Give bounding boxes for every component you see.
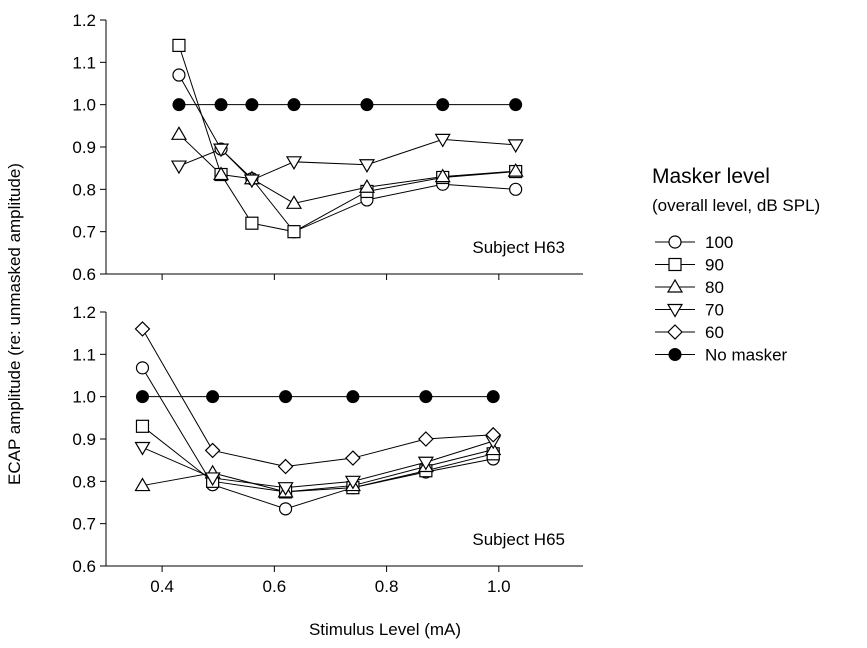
legend-marker-70 [666, 303, 684, 318]
panel-top: 0.6 0.7 0.8 0.9 1.0 1.1 1.2 Subject H63 [72, 11, 583, 284]
data-point-no-masker [245, 98, 259, 112]
data-point-70 [434, 133, 451, 148]
legend-label-80: 80 [705, 278, 724, 297]
legend-marker-no-masker [668, 348, 682, 361]
data-point-60 [345, 450, 361, 466]
data-point-no-masker [436, 98, 450, 112]
data-point-90 [172, 38, 186, 53]
y-axis-title: ECAP amplitude (re: unmasked amplitude) [5, 163, 24, 485]
x-tick-label: 1.0 [487, 577, 511, 596]
data-point-90 [135, 419, 150, 433]
legend-marker-80 [666, 278, 684, 293]
data-point-no-masker [172, 98, 186, 112]
y-tick-label: 1.0 [72, 388, 96, 407]
series-line-90 [142, 425, 494, 493]
legend-label-100: 100 [705, 233, 733, 252]
series-line-100 [178, 74, 516, 233]
legend-marker-90 [668, 257, 682, 272]
data-point-80 [434, 168, 451, 183]
data-point-80 [212, 166, 230, 181]
data-point-100 [172, 68, 186, 82]
data-point-70 [170, 160, 187, 175]
y-tick-label: 0.9 [72, 430, 96, 449]
data-point-no-masker [214, 98, 228, 112]
legend-subtitle: (overall level, dB SPL) [652, 196, 820, 215]
y-tick-label: 1.0 [72, 96, 96, 115]
y-tick-label: 0.8 [72, 180, 96, 199]
series-line-90 [178, 45, 516, 233]
y-tick-label: 0.6 [72, 265, 96, 284]
legend: Masker level (overall level, dB SPL) 100… [652, 165, 820, 365]
data-point-100 [509, 182, 523, 196]
data-point-80 [285, 195, 303, 209]
x-tick-label: 0.4 [150, 577, 174, 596]
y-tick-label: 0.7 [72, 515, 96, 534]
data-point-70 [417, 456, 434, 471]
y-tick-label: 0.8 [72, 472, 96, 491]
data-point-70 [344, 475, 361, 490]
y-tick-label: 0.6 [72, 557, 96, 576]
legend-label-no-masker: No masker [705, 346, 788, 365]
x-axis-title: Stimulus Level (mA) [309, 620, 461, 639]
data-point-70 [507, 139, 524, 154]
y-tick-label: 0.7 [72, 223, 96, 242]
x-tick-label: 0.6 [263, 577, 287, 596]
data-point-no-masker [279, 390, 293, 404]
data-point-90 [287, 225, 301, 239]
subject-label: Subject H65 [472, 530, 565, 549]
data-point-no-masker [419, 390, 433, 404]
data-point-no-masker [346, 390, 360, 404]
legend-marker-60 [667, 324, 683, 340]
data-point-no-masker [509, 98, 523, 112]
subject-label: Subject H63 [472, 238, 565, 257]
series-line-60 [142, 328, 494, 468]
legend-label-70: 70 [705, 301, 724, 320]
x-tick-label: 0.8 [375, 577, 399, 596]
data-point-60 [134, 321, 151, 337]
data-point-no-masker [287, 98, 301, 112]
legend-entries: 100 90 80 70 60 No masker [655, 233, 788, 365]
data-point-no-masker [206, 390, 220, 404]
y-tick-label: 1.1 [72, 53, 96, 72]
data-point-60 [277, 458, 294, 475]
y-tick-label: 1.2 [72, 303, 96, 322]
y-tick-label: 1.2 [72, 11, 96, 30]
series-line-70 [142, 440, 494, 489]
series-line-80 [178, 133, 516, 204]
series-line-80 [142, 449, 494, 493]
series-line-70 [178, 138, 516, 181]
data-point-no-masker [486, 390, 500, 404]
legend-label-90: 90 [705, 256, 724, 275]
y-tick-label: 0.9 [72, 138, 96, 157]
series-line-100 [142, 367, 494, 510]
legend-label-60: 60 [705, 323, 724, 342]
data-point-90 [245, 216, 259, 230]
data-point-100 [135, 361, 150, 375]
data-point-60 [204, 442, 221, 459]
data-point-70 [243, 174, 260, 189]
data-point-60 [485, 426, 502, 443]
data-point-70 [358, 159, 375, 173]
data-point-60 [418, 431, 434, 447]
data-point-70 [285, 156, 303, 171]
data-point-no-masker [360, 98, 374, 112]
data-point-70 [277, 482, 294, 496]
data-point-70 [134, 441, 151, 456]
legend-title: Masker level [652, 165, 770, 188]
panel-bottom: 0.6 0.7 0.8 0.9 1.0 1.1 1.2 0.4 0.6 0.8 1.0 Subject… [72, 303, 583, 596]
data-point-70 [204, 472, 221, 487]
data-point-no-masker [135, 390, 149, 404]
data-point-70 [212, 143, 230, 158]
data-point-80 [170, 126, 187, 140]
legend-marker-100 [668, 235, 682, 249]
data-point-80 [358, 179, 375, 193]
y-tick-label: 1.1 [72, 345, 96, 364]
data-point-80 [507, 162, 524, 177]
data-point-80 [134, 477, 151, 492]
data-point-100 [278, 502, 293, 516]
